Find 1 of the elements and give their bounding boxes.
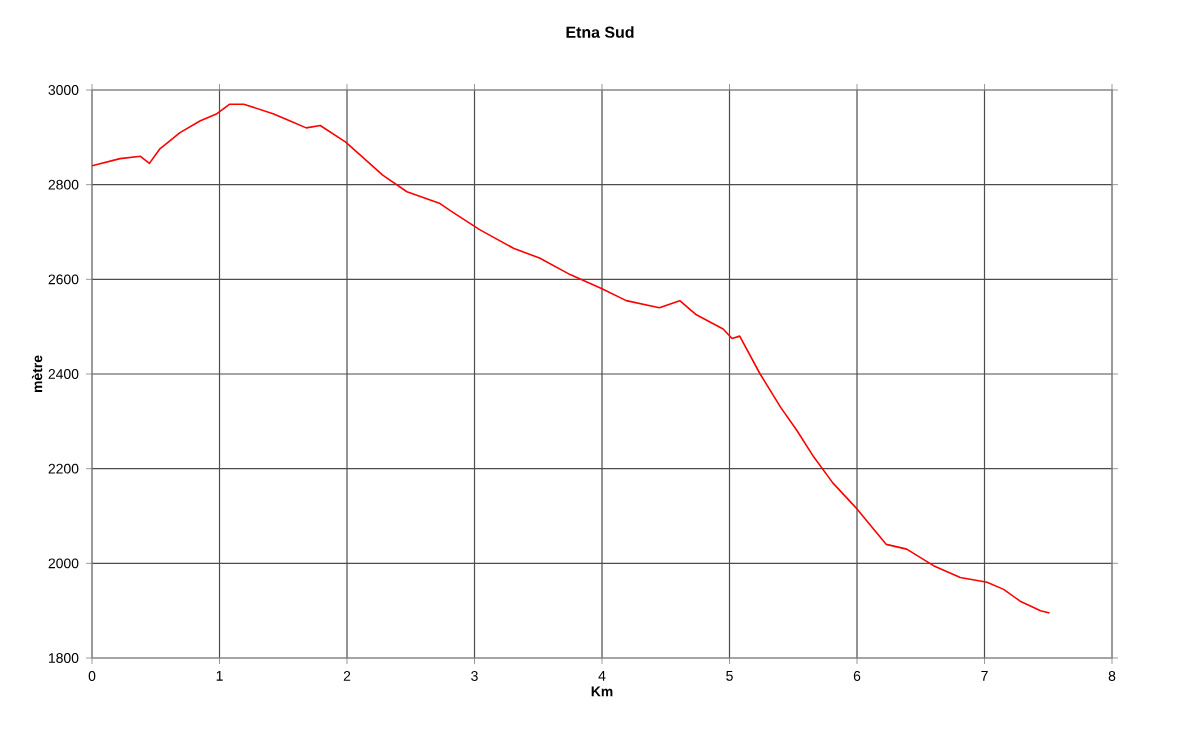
line-series <box>92 103 1051 614</box>
